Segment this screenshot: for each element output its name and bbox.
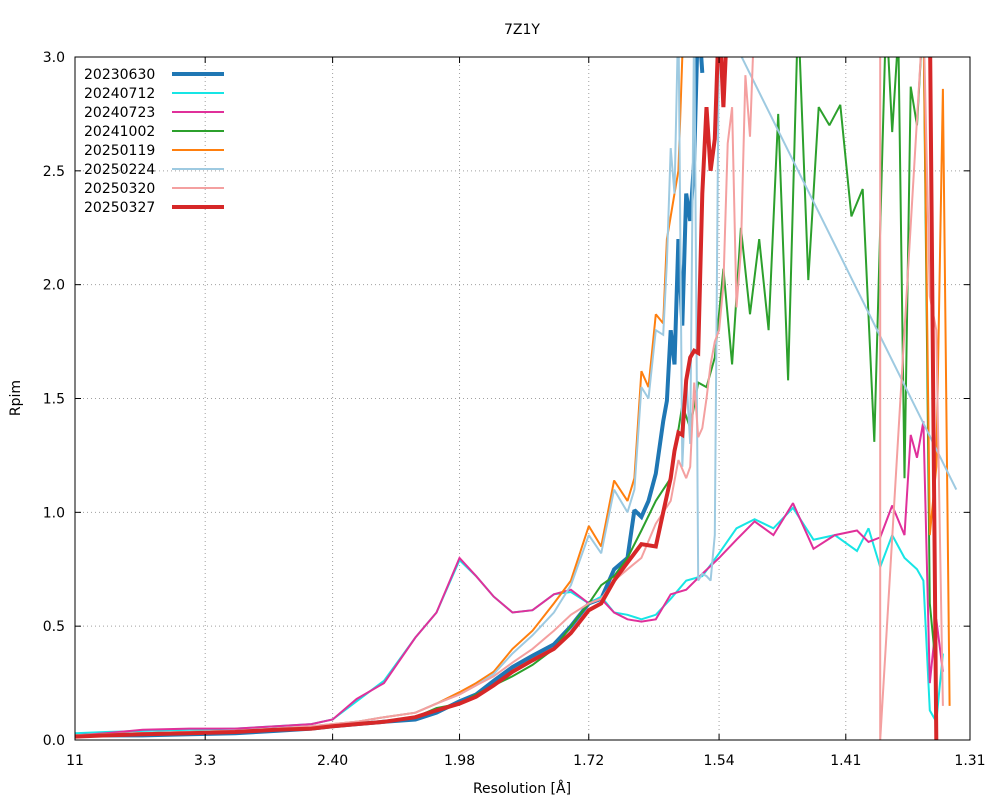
y-tick-label: 0.5 (43, 619, 65, 635)
series-line-20230630 (75, 57, 705, 738)
series-lines (75, 57, 958, 740)
legend-label: 20250327 (84, 200, 155, 216)
legend: 20230630 20240712 20240723 20241002 20250119… (84, 67, 224, 216)
x-tick-label: 1.72 (573, 753, 604, 769)
y-tick-label: 0.0 (43, 733, 65, 749)
legend-label: 20241002 (84, 124, 155, 140)
legend-label: 20240712 (84, 86, 155, 102)
y-tick-label: 1.5 (43, 392, 65, 408)
axis-ticks: 11 3.3 2.40 1.98 1.72 1.54 1.41 1.31 0.0 0.5 1.0 1.… (43, 50, 986, 769)
x-tick-label: 11 (66, 753, 84, 769)
legend-label: 20250224 (84, 162, 155, 178)
y-axis-label: Rpim (8, 380, 24, 416)
y-tick-label: 2.0 (43, 278, 65, 294)
series-line-20240723 (75, 421, 944, 737)
grid (75, 57, 970, 740)
chart-title: 7Z1Y (504, 22, 540, 38)
x-tick-label: 1.54 (703, 753, 734, 769)
y-tick-label: 1.0 (43, 505, 65, 521)
series-line-20250327 (75, 57, 939, 740)
y-tick-label: 2.5 (43, 164, 65, 180)
x-tick-label: 3.3 (194, 753, 216, 769)
x-tick-label: 2.40 (317, 753, 348, 769)
x-tick-label: 1.98 (444, 753, 475, 769)
series-line-20241002 (75, 57, 938, 737)
legend-label: 20250320 (84, 181, 155, 197)
y-tick-label: 3.0 (43, 50, 65, 66)
legend-label: 20250119 (84, 143, 155, 159)
legend-label: 20240723 (84, 105, 155, 121)
x-tick-label: 1.31 (954, 753, 985, 769)
series-line-20250224 (75, 57, 958, 737)
x-axis-label: Resolution [Å] (473, 780, 571, 797)
x-tick-label: 1.41 (830, 753, 861, 769)
legend-label: 20230630 (84, 67, 155, 83)
series-line-20250320 (75, 57, 944, 740)
